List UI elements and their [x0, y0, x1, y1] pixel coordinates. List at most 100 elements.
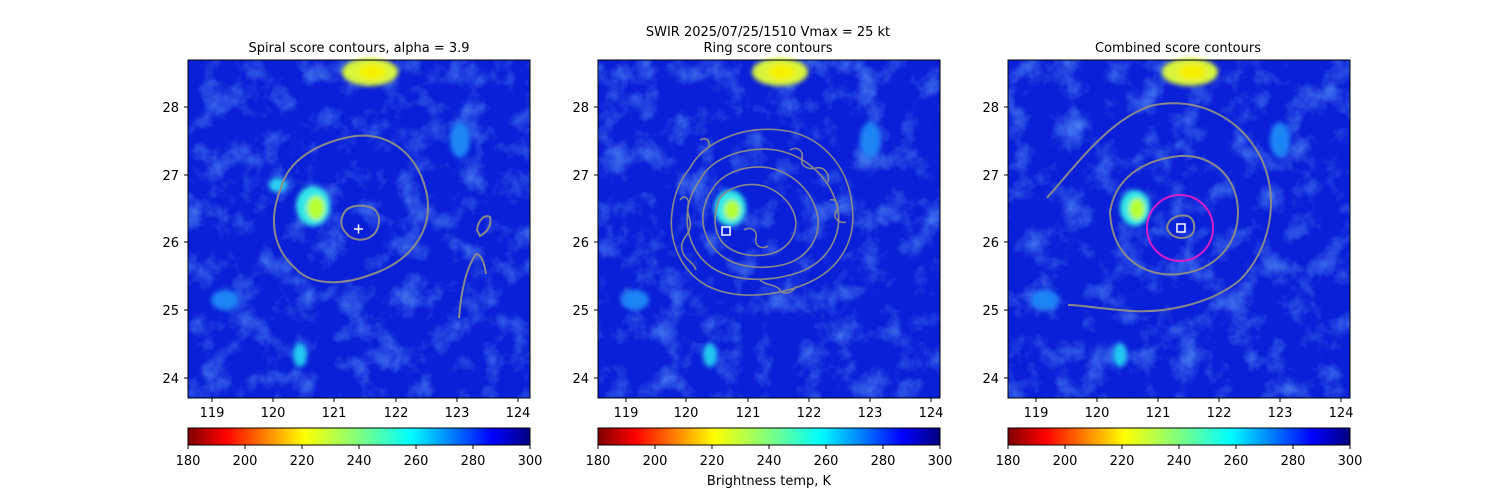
x-ticks	[1035, 398, 1342, 402]
contour-wiggle	[789, 147, 830, 183]
contour-wiggle	[679, 196, 697, 271]
y-tick-label: 25	[162, 304, 179, 319]
y-ticks	[184, 106, 188, 379]
x-tick-label: 123	[445, 406, 470, 421]
x-tick-label: 120	[261, 406, 286, 421]
y-tick-label: 28	[162, 101, 179, 116]
spiral-contours	[273, 134, 492, 319]
map-image	[1008, 58, 1350, 398]
y-tick-label: 27	[572, 169, 589, 184]
colorbar-tick-label: 220	[700, 454, 725, 469]
colorbar-tick-label: 260	[814, 454, 839, 469]
colorbar-tick-label: 240	[1167, 454, 1192, 469]
y-ticks	[594, 106, 598, 379]
y-tick-label: 27	[982, 169, 999, 184]
colorbar-tick-label: 300	[518, 454, 543, 469]
x-tick-label: 124	[919, 406, 944, 421]
y-tick-label: 24	[572, 372, 589, 387]
y-tick-labels: 24 25 26 27 28	[982, 101, 999, 387]
x-ticks	[625, 398, 932, 402]
x-tick-label: 124	[506, 406, 531, 421]
x-tick-label: 119	[614, 406, 639, 421]
x-tick-label: 121	[1146, 406, 1171, 421]
colorbar-tick-label: 200	[643, 454, 668, 469]
figure-suptitle: SWIR 2025/07/25/1510 Vmax = 25 kt	[646, 25, 890, 40]
y-tick-label: 26	[572, 236, 589, 251]
colorbar-tick-label: 280	[871, 454, 896, 469]
colorbar-tick-label: 240	[757, 454, 782, 469]
x-tick-label: 120	[1085, 406, 1110, 421]
contour-band-3	[714, 183, 797, 257]
y-tick-label: 28	[982, 101, 999, 116]
panel-title: Spiral score contours, alpha = 3.9	[248, 41, 469, 56]
x-tick-label: 123	[1268, 406, 1293, 421]
y-tick-label: 24	[162, 372, 179, 387]
x-tick-labels: 119 120 121 122 123 124	[200, 406, 531, 421]
contour-outer	[1046, 102, 1272, 313]
x-tick-label: 123	[858, 406, 883, 421]
colorbar: 180 200 220 240 260 280 300	[996, 427, 1363, 469]
contour-inner	[340, 204, 380, 241]
y-tick-label: 27	[162, 169, 179, 184]
plot-frame	[1007, 59, 1351, 399]
colorbar-tick-label: 180	[176, 454, 201, 469]
ring-circle	[1146, 194, 1214, 262]
y-tick-label: 25	[982, 304, 999, 319]
center-square-marker	[721, 226, 731, 236]
y-tick-label: 26	[982, 236, 999, 251]
contour-band-2	[702, 166, 819, 269]
y-tick-label: 24	[982, 372, 999, 387]
contour-wiggle	[699, 137, 711, 149]
x-tick-label: 122	[797, 406, 822, 421]
y-tick-label: 26	[162, 236, 179, 251]
ring-contours	[670, 128, 854, 296]
colorbar-tick-label: 220	[290, 454, 315, 469]
colorbar-tick-label: 180	[996, 454, 1021, 469]
colorbar-tick-label: 180	[586, 454, 611, 469]
y-tick-labels: 24 25 26 27 28	[162, 101, 179, 387]
x-tick-label: 122	[1207, 406, 1232, 421]
colorbar-tick-label: 280	[461, 454, 486, 469]
colorbar-tick-label: 200	[233, 454, 258, 469]
colorbar-tick-label: 260	[404, 454, 429, 469]
x-tick-label: 122	[384, 406, 409, 421]
x-tick-label: 119	[200, 406, 225, 421]
colorbar-tick-label: 280	[1281, 454, 1306, 469]
colorbar-tick-label: 220	[1110, 454, 1135, 469]
map-image	[598, 58, 940, 398]
colorbar-tick-label: 300	[928, 454, 953, 469]
panel-spiral: Spiral score contours, alpha = 3.9	[162, 41, 542, 469]
plot-frame	[187, 59, 531, 399]
x-tick-label: 124	[1329, 406, 1354, 421]
contour-middle	[1108, 154, 1240, 276]
colorbar-tick-label: 260	[1224, 454, 1249, 469]
y-ticks	[1004, 106, 1008, 379]
x-tick-label: 120	[674, 406, 699, 421]
x-tick-labels: 119 120 121 122 123 124	[614, 406, 944, 421]
y-tick-labels: 24 25 26 27 28	[572, 101, 589, 387]
contour-region-outer	[670, 128, 854, 296]
contour-east-blob	[475, 215, 492, 238]
contour-inner	[1165, 214, 1196, 239]
panel-title: Ring score contours	[703, 41, 832, 56]
y-tick-label: 25	[572, 304, 589, 319]
panel-ring: Ring score contours	[572, 41, 952, 489]
combined-contours	[1046, 102, 1272, 313]
y-tick-label: 28	[572, 101, 589, 116]
contour-outer	[273, 134, 429, 284]
colorbar: 180 200 220 240 260 280 300 Brightness t…	[586, 427, 953, 489]
x-tick-label: 121	[322, 406, 347, 421]
x-ticks	[211, 398, 519, 402]
contour-east-arc	[458, 252, 487, 319]
colorbar-tick-label: 240	[347, 454, 372, 469]
colorbar-tick-label: 300	[1338, 454, 1363, 469]
contour-wiggle	[759, 279, 797, 294]
x-tick-label: 119	[1024, 406, 1049, 421]
colorbar-label: Brightness temp, K	[707, 474, 832, 489]
colorbar-tick-label: 200	[1053, 454, 1078, 469]
panel-title: Combined score contours	[1095, 41, 1261, 56]
panel-combined: Combined score contours	[982, 41, 1362, 469]
x-tick-label: 121	[736, 406, 761, 421]
center-plus-marker	[354, 224, 363, 234]
